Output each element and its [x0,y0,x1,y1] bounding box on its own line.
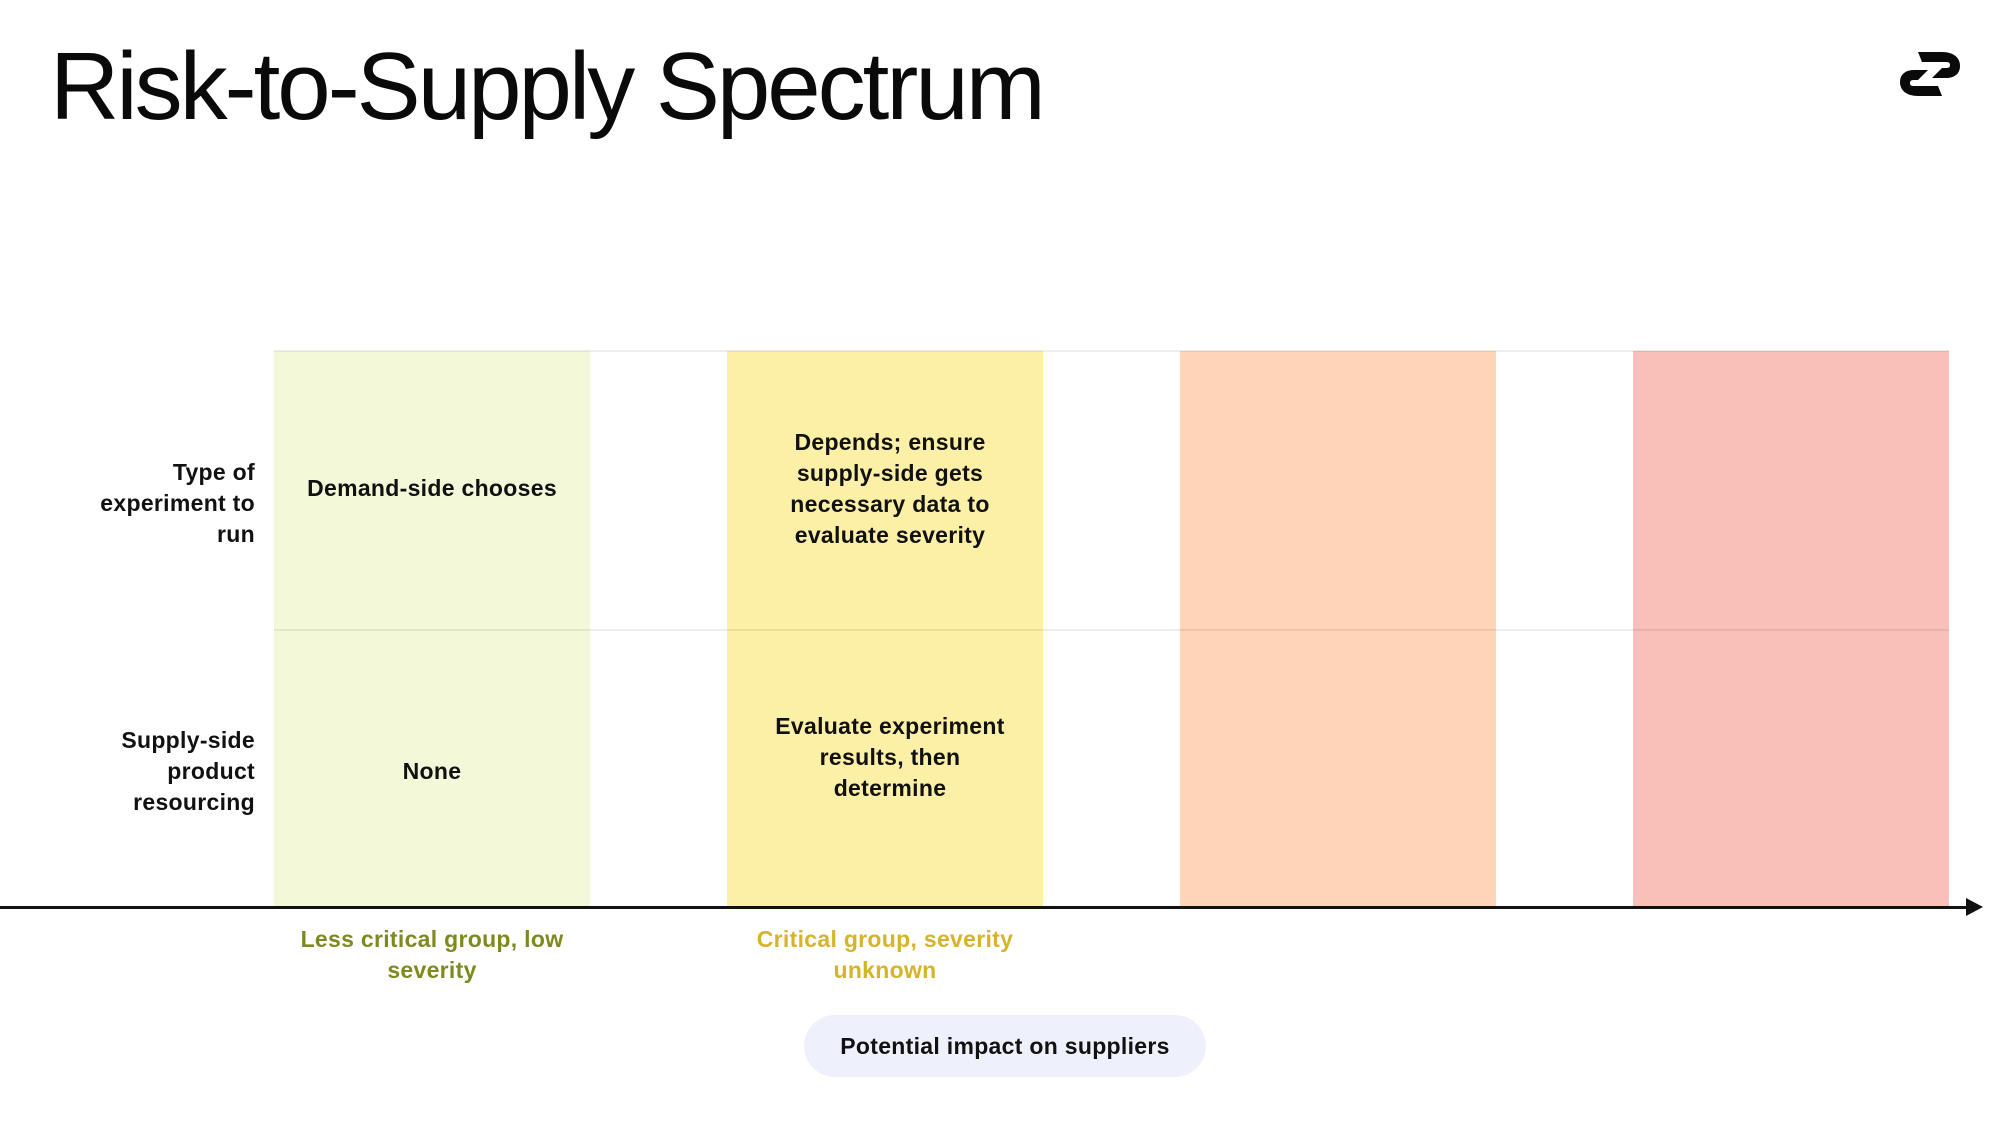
cell-low-experiment-type: Demand-side chooses [307,475,557,501]
cell-low-product-resourcing: None [402,758,462,784]
row-divider-middle [274,629,1949,631]
row-label-experiment-type: Type of experiment to run [100,459,255,547]
spectrum-column-critical [1633,351,1949,909]
cell-medium-experiment-type: Depends; ensure supply-side gets necessa… [790,429,990,548]
page-title: Risk-to-Supply Spectrum [50,33,1046,140]
row-label-product-resourcing: Supply-side product resourcing [121,727,255,815]
spectrum-column-low [274,351,590,909]
spectrum-column-high [1180,351,1496,909]
row-divider-top [274,350,1949,352]
impact-axis-line [0,906,1970,909]
axis-arrow-icon [1966,898,1983,916]
brand-logo-icon [1900,52,1960,96]
cell-medium-product-resourcing: Evaluate experiment results, then determ… [775,713,1005,801]
axis-title-pill: Potential impact on suppliers [804,1015,1206,1077]
axis-category-medium: Critical group, severity unknown [756,926,1014,983]
spectrum-column-medium [727,351,1043,909]
axis-category-low: Less critical group, low severity [300,926,564,983]
